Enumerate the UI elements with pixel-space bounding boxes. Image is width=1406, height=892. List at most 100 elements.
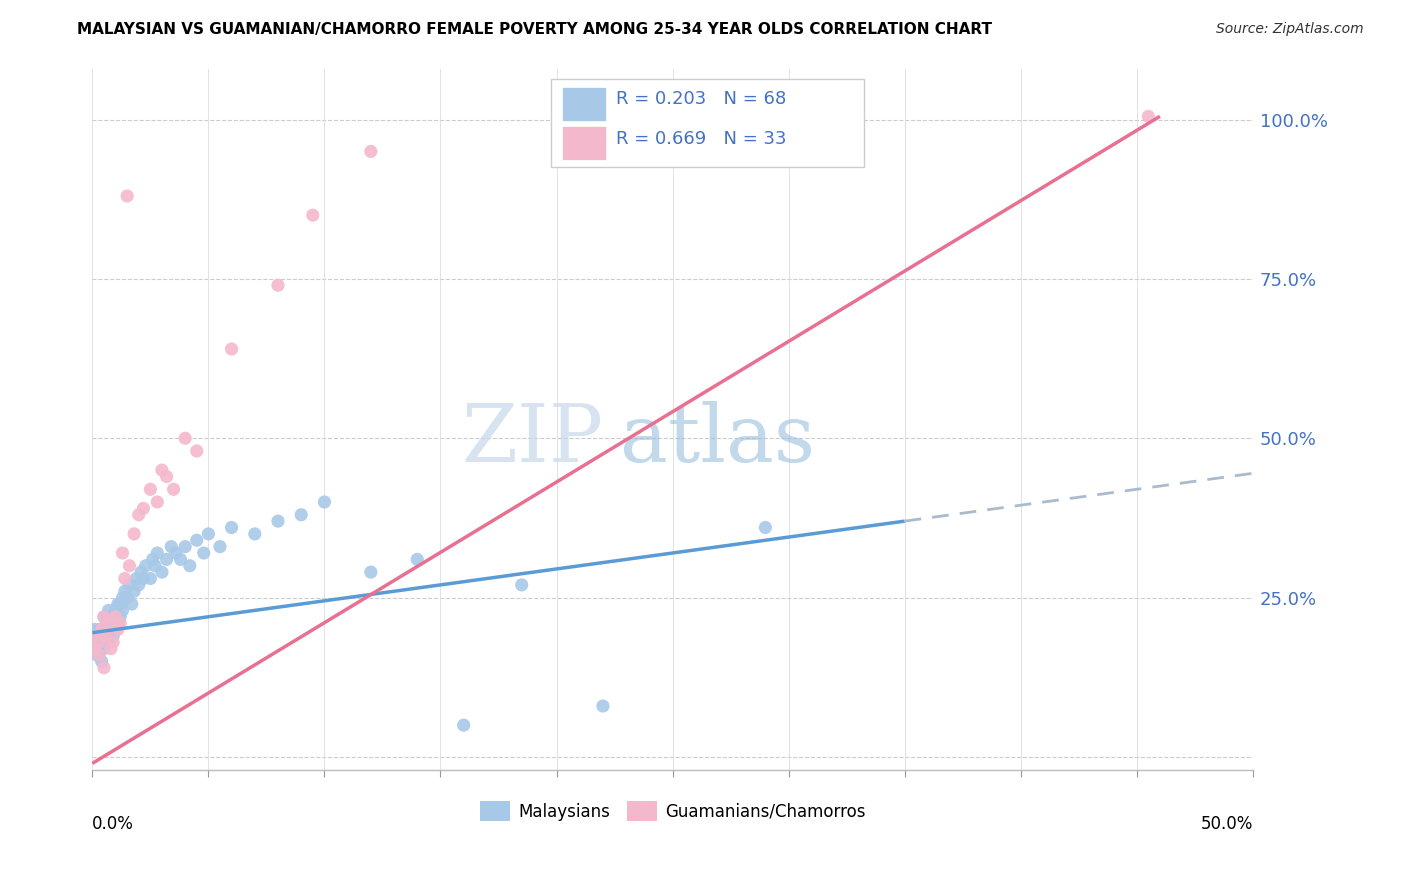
Point bbox=[111, 591, 134, 605]
Point bbox=[107, 616, 129, 631]
Text: Source: ZipAtlas.com: Source: ZipAtlas.com bbox=[1216, 22, 1364, 37]
Point bbox=[142, 552, 165, 566]
Point bbox=[267, 278, 290, 293]
Point bbox=[186, 444, 208, 458]
Point bbox=[121, 597, 143, 611]
Text: R = 0.669   N = 33: R = 0.669 N = 33 bbox=[616, 129, 786, 147]
Point bbox=[100, 609, 122, 624]
Point bbox=[221, 520, 243, 534]
Point bbox=[100, 641, 122, 656]
Point bbox=[93, 641, 115, 656]
Point bbox=[111, 546, 134, 560]
Point bbox=[107, 597, 129, 611]
Point bbox=[108, 609, 131, 624]
Point bbox=[128, 578, 150, 592]
Point bbox=[360, 145, 382, 159]
Text: ZIP: ZIP bbox=[461, 401, 603, 479]
Point bbox=[90, 635, 112, 649]
Point bbox=[90, 623, 112, 637]
Point bbox=[115, 591, 138, 605]
Point bbox=[118, 578, 141, 592]
Point bbox=[221, 342, 243, 356]
Point bbox=[165, 546, 187, 560]
FancyBboxPatch shape bbox=[551, 79, 865, 167]
Y-axis label: Female Poverty Among 25-34 Year Olds: Female Poverty Among 25-34 Year Olds bbox=[0, 255, 8, 583]
Point bbox=[114, 572, 136, 586]
Point bbox=[93, 629, 115, 643]
Point bbox=[97, 635, 120, 649]
Point bbox=[114, 584, 136, 599]
Point bbox=[96, 616, 118, 631]
Point bbox=[160, 540, 183, 554]
Point bbox=[243, 527, 266, 541]
FancyBboxPatch shape bbox=[562, 87, 606, 121]
Point bbox=[103, 635, 125, 649]
Point bbox=[83, 623, 105, 637]
Point bbox=[122, 527, 145, 541]
Point bbox=[90, 654, 112, 668]
Point bbox=[89, 635, 111, 649]
Point bbox=[301, 208, 323, 222]
Point bbox=[108, 616, 131, 631]
Point bbox=[155, 469, 177, 483]
Point bbox=[97, 603, 120, 617]
Point bbox=[146, 546, 169, 560]
Point bbox=[146, 495, 169, 509]
Point bbox=[155, 552, 177, 566]
Point bbox=[1137, 109, 1160, 123]
Point bbox=[107, 623, 129, 637]
Point bbox=[179, 558, 201, 573]
Point bbox=[174, 540, 197, 554]
Point bbox=[86, 641, 108, 656]
Point bbox=[86, 648, 108, 662]
Point bbox=[150, 463, 173, 477]
Point bbox=[103, 616, 125, 631]
Point bbox=[111, 603, 134, 617]
Text: 50.0%: 50.0% bbox=[1201, 815, 1253, 833]
Point bbox=[193, 546, 215, 560]
Point bbox=[86, 629, 108, 643]
Point bbox=[89, 648, 111, 662]
Point bbox=[108, 597, 131, 611]
Point bbox=[143, 558, 166, 573]
Point bbox=[93, 661, 115, 675]
Point bbox=[104, 603, 127, 617]
Point bbox=[100, 623, 122, 637]
Point bbox=[129, 565, 152, 579]
Point bbox=[97, 623, 120, 637]
Point bbox=[96, 629, 118, 643]
Text: atlas: atlas bbox=[620, 401, 815, 479]
Point bbox=[150, 565, 173, 579]
Point bbox=[174, 431, 197, 445]
Point bbox=[89, 641, 111, 656]
Point bbox=[592, 698, 614, 713]
Text: 0.0%: 0.0% bbox=[93, 815, 134, 833]
Point bbox=[93, 609, 115, 624]
Point bbox=[186, 533, 208, 548]
Legend: Malaysians, Guamanians/Chamorros: Malaysians, Guamanians/Chamorros bbox=[472, 795, 872, 828]
Point bbox=[89, 623, 111, 637]
Point bbox=[510, 578, 533, 592]
Point bbox=[104, 623, 127, 637]
Point bbox=[128, 508, 150, 522]
Point bbox=[104, 609, 127, 624]
Point bbox=[86, 629, 108, 643]
Point bbox=[208, 540, 231, 554]
Point bbox=[453, 718, 475, 732]
Point bbox=[90, 623, 112, 637]
Point bbox=[132, 572, 155, 586]
Point bbox=[290, 508, 312, 522]
Point bbox=[139, 482, 162, 496]
Point bbox=[314, 495, 336, 509]
Point bbox=[89, 635, 111, 649]
Text: MALAYSIAN VS GUAMANIAN/CHAMORRO FEMALE POVERTY AMONG 25-34 YEAR OLDS CORRELATION: MALAYSIAN VS GUAMANIAN/CHAMORRO FEMALE P… bbox=[77, 22, 993, 37]
Point bbox=[103, 629, 125, 643]
Point bbox=[83, 635, 105, 649]
Point bbox=[754, 520, 776, 534]
Point bbox=[162, 482, 184, 496]
Point bbox=[104, 609, 127, 624]
Point bbox=[93, 609, 115, 624]
Point bbox=[169, 552, 191, 566]
Point bbox=[135, 558, 157, 573]
Point bbox=[83, 641, 105, 656]
